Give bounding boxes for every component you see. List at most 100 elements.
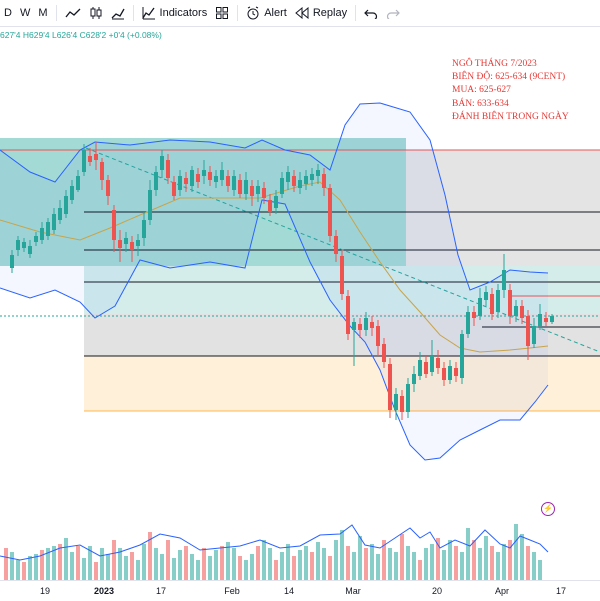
- orange-zone: [84, 356, 600, 411]
- volume-bar: [10, 552, 14, 580]
- replay-icon: [295, 7, 309, 19]
- volume-bar: [16, 560, 20, 580]
- interval-month-button[interactable]: M: [34, 0, 51, 26]
- volume-bar: [382, 540, 386, 580]
- candle-body: [58, 208, 62, 220]
- line-chart-button[interactable]: [61, 0, 85, 26]
- candles-layer: [10, 142, 554, 420]
- volume-bar: [412, 552, 416, 580]
- candle-body: [280, 178, 284, 194]
- candle-body: [268, 200, 272, 212]
- candle-body: [454, 368, 458, 376]
- volume-bar: [286, 544, 290, 580]
- moving-average: [0, 181, 549, 353]
- bollinger-fill: [0, 103, 548, 460]
- candle-body: [118, 240, 122, 248]
- candle-body: [10, 255, 14, 268]
- candle-body: [310, 174, 314, 180]
- ohlc-close: C628'2: [79, 30, 107, 40]
- volume-bar: [268, 548, 272, 580]
- candle-body: [70, 186, 74, 200]
- volume-bar: [490, 546, 494, 580]
- candle-body: [238, 180, 242, 194]
- candle-body: [424, 362, 428, 374]
- volume-bar: [436, 538, 440, 580]
- candle-body: [130, 242, 134, 250]
- candle-body: [166, 160, 170, 178]
- volume-bar: [256, 546, 260, 580]
- price-chart[interactable]: [0, 26, 600, 580]
- volume-bar: [172, 558, 176, 580]
- alert-button[interactable]: Alert: [242, 0, 291, 26]
- bar-chart-button[interactable]: [107, 0, 129, 26]
- candle-body: [106, 180, 110, 196]
- candle-body: [142, 220, 146, 238]
- volume-bar: [238, 556, 242, 580]
- candle-body: [340, 256, 344, 294]
- x-tick-label: 17: [155, 586, 167, 596]
- candle-body: [214, 176, 218, 182]
- volume-bar: [526, 546, 530, 580]
- volume-bar: [484, 536, 488, 580]
- candle-body: [154, 172, 158, 190]
- x-tick-label: Mar: [345, 586, 361, 596]
- candle-body: [256, 186, 260, 194]
- interval-week-label: W: [19, 7, 31, 19]
- interval-week-button[interactable]: W: [16, 0, 34, 26]
- volume-bar: [202, 548, 206, 580]
- volume-bar: [448, 540, 452, 580]
- candle-body: [244, 180, 248, 194]
- candle-body: [220, 170, 224, 180]
- candle-body: [184, 178, 188, 184]
- volume-bar: [406, 546, 410, 580]
- candle-body: [40, 228, 44, 240]
- indicators-button[interactable]: Indicators: [138, 0, 212, 26]
- interval-day-button[interactable]: D: [0, 0, 16, 26]
- candle-body: [262, 188, 266, 198]
- alarm-clock-icon: [246, 6, 260, 20]
- undo-icon: [364, 7, 378, 19]
- volume-bar: [106, 554, 110, 580]
- volume-bar: [340, 530, 344, 580]
- redo-button[interactable]: [382, 0, 404, 26]
- candle-body: [436, 358, 440, 368]
- replay-button[interactable]: Replay: [291, 0, 351, 26]
- redo-icon: [386, 7, 400, 19]
- volume-bar: [46, 548, 50, 580]
- volume-bar: [370, 544, 374, 580]
- volume-bar: [196, 560, 200, 580]
- candle-body: [28, 246, 32, 254]
- candle-body: [334, 236, 338, 254]
- volume-bar: [34, 554, 38, 580]
- candle-body: [124, 238, 128, 244]
- candle-body: [202, 170, 206, 176]
- volume-bar: [190, 554, 194, 580]
- candle-body: [496, 290, 500, 312]
- volume-bar: [220, 546, 224, 580]
- candle-body: [544, 318, 548, 322]
- x-tick-label: Feb: [224, 586, 240, 596]
- candle-body: [406, 384, 410, 412]
- indicators-label: Indicators: [159, 7, 208, 19]
- candle-body: [22, 242, 26, 248]
- candle-body: [490, 294, 494, 314]
- candle-body: [352, 322, 356, 330]
- volume-bar: [28, 556, 32, 580]
- candle-body: [376, 326, 380, 346]
- templates-button[interactable]: [211, 0, 233, 26]
- candle-body: [430, 356, 434, 372]
- candle-body: [100, 162, 104, 180]
- candle-body: [514, 306, 518, 316]
- undo-button[interactable]: [360, 0, 382, 26]
- flash-event-icon[interactable]: ⚡: [541, 502, 555, 516]
- candlestick-button[interactable]: [85, 0, 107, 26]
- volume-bar: [94, 562, 98, 580]
- candle-body: [286, 172, 290, 182]
- note-line: BIÊN ĐỘ: 625-634 (9CENT): [452, 72, 566, 83]
- candle-body: [550, 316, 554, 322]
- volume-bar: [118, 548, 122, 580]
- candle-body: [460, 334, 464, 378]
- volume-bar: [178, 550, 182, 580]
- volume-bar: [250, 554, 254, 580]
- volume-bar: [328, 556, 332, 580]
